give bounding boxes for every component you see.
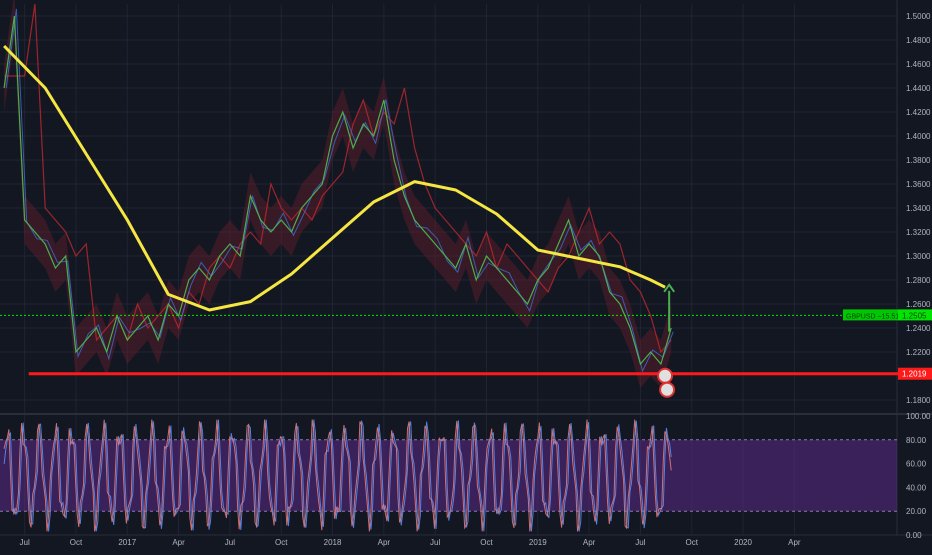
oscillator-tick-label-5: 0.00 bbox=[906, 531, 922, 540]
price-tick-label-0: 1.5000 bbox=[906, 12, 931, 21]
oscillator-tick-label-0: 100.00 bbox=[906, 412, 931, 421]
price-tick-label-3: 1.4400 bbox=[906, 84, 931, 93]
price-tick-label-11: 1.2800 bbox=[906, 276, 931, 285]
x-tick-label-2: 2017 bbox=[118, 538, 136, 547]
red-indicator-line bbox=[4, 3, 672, 354]
price-tick-label-8: 1.3400 bbox=[906, 204, 931, 213]
oscillator-tick-label-4: 20.00 bbox=[906, 507, 927, 516]
x-tick-label-15: Apr bbox=[788, 538, 801, 547]
support-level-label: 1.2019 bbox=[902, 370, 927, 379]
price-tick-label-15: 1.1800 bbox=[906, 396, 931, 405]
price-tick-label-10: 1.3000 bbox=[906, 252, 931, 261]
x-tick-label-6: 2018 bbox=[324, 538, 342, 547]
price-tick-label-13: 1.2400 bbox=[906, 324, 931, 333]
x-tick-label-9: Oct bbox=[480, 538, 493, 547]
x-tick-label-12: Jul bbox=[635, 538, 645, 547]
price-tick-label-12: 1.2600 bbox=[906, 300, 931, 309]
price-tick-label-7: 1.3600 bbox=[906, 180, 931, 189]
oscillator-tick-label-3: 40.00 bbox=[906, 483, 927, 492]
oscillator-tick-label-2: 60.00 bbox=[906, 460, 927, 469]
x-tick-label-8: Jul bbox=[430, 538, 440, 547]
current-price-symbol-label: GBPUSD −15.51% bbox=[846, 313, 905, 320]
x-tick-label-0: Jul bbox=[20, 538, 30, 547]
price-tick-label-14: 1.2200 bbox=[906, 348, 931, 357]
x-tick-label-4: Jul bbox=[225, 538, 235, 547]
price-tick-label-4: 1.4200 bbox=[906, 108, 931, 117]
price-series-line bbox=[3, 15, 672, 366]
x-tick-label-10: 2019 bbox=[529, 538, 547, 547]
oscillator-series-0 bbox=[3, 419, 672, 532]
x-tick-label-5: Oct bbox=[275, 538, 288, 547]
x-tick-label-13: Oct bbox=[686, 538, 699, 547]
current-price-value-label: 1.2505 bbox=[902, 311, 927, 320]
price-tick-label-6: 1.3800 bbox=[906, 156, 931, 165]
price-tick-label-2: 1.4600 bbox=[906, 60, 931, 69]
x-tick-label-14: 2020 bbox=[734, 538, 752, 547]
x-tick-label-11: Apr bbox=[583, 538, 596, 547]
moving-average-line bbox=[3, 44, 666, 312]
x-tick-label-7: Apr bbox=[378, 538, 391, 547]
oscillator-tick-label-1: 80.00 bbox=[906, 436, 927, 445]
price-cloud bbox=[4, 0, 672, 388]
price-tick-label-1: 1.4800 bbox=[906, 36, 931, 45]
oscillator-series-1 bbox=[3, 419, 672, 532]
event-marker-1[interactable] bbox=[657, 367, 674, 384]
blue-indicator-line bbox=[5, 8, 674, 373]
projection-arrow-head bbox=[663, 283, 675, 293]
price-tick-label-5: 1.4000 bbox=[906, 132, 931, 141]
x-tick-label-3: Apr bbox=[172, 538, 185, 547]
event-marker-2[interactable] bbox=[659, 381, 676, 398]
x-tick-label-1: Oct bbox=[70, 538, 83, 547]
current-price-value-box bbox=[898, 309, 932, 321]
price-tick-label-9: 1.3200 bbox=[906, 228, 931, 237]
support-level-box bbox=[898, 367, 932, 380]
current-price-symbol-box bbox=[843, 309, 898, 321]
